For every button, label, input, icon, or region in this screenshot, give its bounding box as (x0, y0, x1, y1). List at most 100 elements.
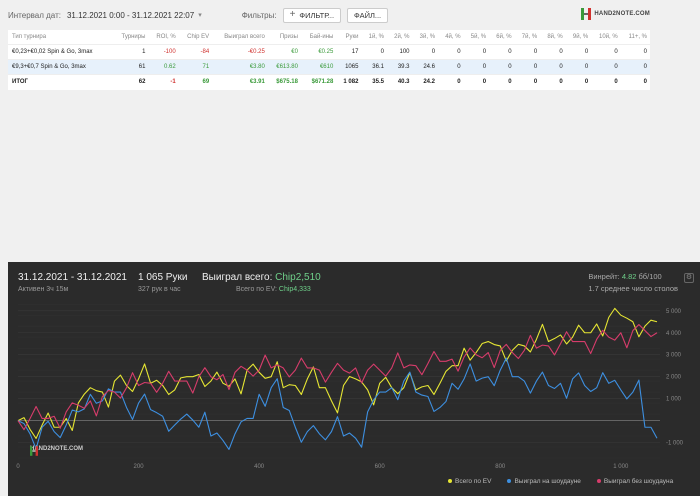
column-header[interactable]: 3й, % (419, 33, 436, 40)
gear-icon[interactable]: ⚙ (684, 273, 694, 283)
column-header[interactable]: Руки (345, 33, 359, 40)
column-header[interactable]: 11+, % (628, 33, 647, 40)
top-toolbar: Интервал дат: 31.12.2021 0:00 - 31.12.20… (0, 0, 700, 30)
table-cell: 1 (112, 43, 149, 59)
column-header[interactable]: Турниры (121, 33, 146, 40)
table-cell: 0 (514, 73, 541, 89)
hands-count: 1 065 Руки (138, 272, 188, 283)
table-cell: 0 (438, 43, 464, 59)
column-header[interactable]: 7й, % (521, 33, 538, 40)
total-won-value: Chip2,510 (275, 272, 321, 283)
column-header[interactable]: 10й, % (599, 33, 618, 40)
filters-label: Фильтры: (241, 10, 277, 20)
column-header[interactable]: Призы (279, 33, 298, 40)
column-header[interactable]: Бай-ины (309, 33, 334, 40)
x-tick-label: 0 (16, 464, 20, 470)
session-date-range: 31.12.2021 - 31.12.2021 (18, 272, 127, 283)
table-cell: 24.2 (412, 73, 439, 89)
winrate-block: Винрейт: 4.82 бб/100 1.7 среднее число с… (588, 272, 678, 293)
table-cell: 0 (463, 73, 490, 89)
avg-tables: 1.7 среднее число столов (588, 284, 678, 293)
chevron-down-icon[interactable]: ▾ (198, 12, 202, 19)
y-tick-label: -1 000 (666, 441, 684, 447)
column-header[interactable]: ROI, % (156, 33, 176, 40)
table-cell: €3.80 (212, 58, 268, 74)
y-tick-label: 1 000 (666, 397, 682, 403)
table-cell: 40.3 (386, 73, 413, 89)
table-cell: 0 (565, 43, 592, 59)
y-tick-label: 2 000 (666, 375, 682, 381)
winrate-value: 4.82 (621, 272, 637, 281)
table-cell: 39.3 (386, 58, 413, 74)
x-tick-label: 800 (495, 464, 506, 470)
table-row[interactable]: €9,3+€0,7 Spin & Go, 3max 61 0.62 71 €3.80 €6… (8, 58, 650, 74)
legend-ev[interactable]: Всего по EV (448, 478, 491, 485)
column-header[interactable]: Тип турнира (12, 33, 47, 40)
table-cell: 0 (463, 58, 490, 74)
table-cell: 69 (178, 73, 213, 89)
table-row[interactable]: €0,23+€0,02 Spin & Go, 3max 1 -100 -84 -€0.2… (8, 43, 650, 59)
add-filter-button[interactable]: + ФИЛЬТР... (282, 7, 342, 23)
date-range-label: Интервал дат: (8, 10, 61, 20)
x-tick-label: 400 (254, 464, 265, 470)
column-header[interactable]: Выиграл всего (224, 33, 265, 40)
date-range-picker[interactable]: 31.12.2021 0:00 - 31.12.2021 22:07 (66, 10, 195, 20)
graph-watermark: HAND2NOTE.COM (30, 446, 84, 456)
column-header[interactable]: 2й, % (394, 33, 410, 40)
table-cell: 0 (514, 43, 541, 59)
table-cell: 0 (591, 58, 621, 74)
x-tick-label: 600 (375, 464, 386, 470)
table-cell: 0 (591, 43, 621, 59)
legend-showdown[interactable]: Выиграл на шоудауне (507, 478, 581, 485)
legend-nonshowdown[interactable]: Выиграл без шоудауна (596, 478, 673, 485)
watermark-text: HAND2NOTE.COM (30, 446, 84, 452)
tournament-stats-table: Тип турнира Турниры ROI, % Chip EV Выиграл в… (8, 30, 650, 90)
column-header[interactable]: 6й, % (496, 33, 512, 40)
file-button[interactable]: ФАЙЛ... (347, 7, 389, 23)
table-cell: 1 082 (336, 73, 362, 89)
column-header[interactable]: 9й, % (572, 33, 589, 40)
table-cell: -€0.25 (212, 43, 268, 59)
graph-legend: Всего по EV Выиграл на шоудауне Выиграл … (448, 478, 673, 485)
table-cell: 0 (565, 73, 592, 89)
column-header[interactable]: 4й, % (445, 33, 461, 40)
nonshowdown-line (17, 324, 658, 431)
ev-line (17, 307, 658, 439)
table-cell: €613.80 (267, 58, 301, 74)
column-header[interactable]: 5й, % (470, 33, 487, 40)
table-cell: 0 (540, 43, 566, 59)
table-cell: 0 (489, 58, 515, 74)
showdown-line (17, 357, 658, 450)
table-cell: €610 (300, 58, 337, 74)
table-cell: -1 (148, 73, 179, 89)
table-cell: -100 (148, 43, 179, 59)
table-cell: ИТОГ (8, 73, 113, 89)
table-total-row[interactable]: ИТОГ 62 -1 69 €3.91 $675.18 $671.28 1 082 35.5 40… (8, 73, 650, 89)
session-graph-panel: 31.12.2021 - 31.12.2021 Активен 3ч 15м 1… (8, 262, 700, 496)
y-tick-label: 4 000 (666, 331, 682, 337)
table-cell: $671.28 (300, 73, 337, 89)
table-cell: 100 (386, 43, 413, 59)
column-header[interactable]: 8й, % (547, 33, 563, 40)
table-cell: €3.91 (212, 73, 268, 89)
table-cell: €0 (267, 43, 301, 59)
table-cell: €0,23+€0,02 Spin & Go, 3max (8, 43, 113, 59)
table-cell: 0 (620, 58, 650, 74)
table-cell: €0.25 (300, 43, 337, 59)
table-cell: 17 (336, 43, 362, 59)
column-header[interactable]: 1й, % (368, 33, 384, 40)
filter-button-label: ФИЛЬТР... (299, 10, 335, 20)
table-cell: 0 (620, 43, 650, 59)
plus-icon: + (289, 9, 296, 20)
table-cell: $675.18 (267, 73, 301, 89)
column-header[interactable]: Chip EV (187, 33, 210, 40)
table-cell: 0 (540, 58, 566, 74)
table-cell: €9,3+€0,7 Spin & Go, 3max (8, 58, 113, 74)
total-won-label: Выиграл всего: (202, 272, 273, 283)
session-active-time: Активен 3ч 15м (18, 286, 69, 293)
table-cell: -84 (178, 43, 213, 59)
table-cell: 61 (112, 58, 149, 74)
table-cell: 0 (540, 73, 566, 89)
ev-total-value: Chip4,333 (278, 286, 311, 293)
table-cell: 0 (489, 43, 515, 59)
